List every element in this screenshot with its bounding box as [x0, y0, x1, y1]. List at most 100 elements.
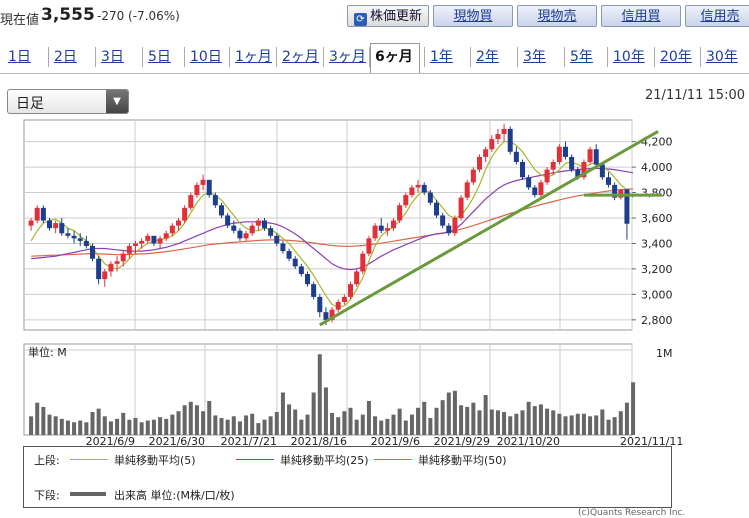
refresh-price-button[interactable]: ⟳ 株価更新 [347, 5, 429, 27]
volume-bar [78, 420, 83, 435]
candle-interval-select[interactable]: 日足 ▼ [7, 89, 129, 114]
volume-bar [53, 416, 58, 435]
tab-1[interactable]: 2日 [54, 49, 77, 65]
candle-body [532, 187, 538, 196]
volume-bar [440, 400, 445, 435]
volume-bar [250, 413, 255, 435]
volume-bar [237, 421, 242, 435]
candle-body [163, 233, 169, 239]
candle-body [452, 218, 458, 234]
tab-12[interactable]: 5年 [570, 49, 593, 65]
tab-8[interactable]: 6ヶ月 [375, 49, 413, 65]
tab-9[interactable]: 1年 [430, 49, 453, 65]
y-tick-label: 2,800 [641, 314, 673, 327]
volume-bar [391, 414, 396, 435]
tab-3[interactable]: 5日 [148, 49, 171, 65]
candle-body [83, 240, 89, 246]
tab-14[interactable]: 20年 [660, 49, 692, 65]
candle-body [348, 284, 353, 297]
candle-body [575, 169, 581, 178]
volume-bar [182, 405, 187, 435]
y-tick-label: 4,200 [641, 136, 673, 149]
volume-panel: 単位: M 1M [23, 343, 673, 436]
candle-body [544, 169, 550, 183]
tab-13[interactable]: 10年 [613, 49, 645, 65]
margin-buy-button[interactable]: 信用買 [601, 5, 681, 27]
tab-2[interactable]: 3日 [101, 49, 124, 65]
tab-10[interactable]: 2年 [476, 49, 499, 65]
volume-bar [59, 418, 64, 435]
volume-bar [631, 382, 636, 435]
candle-body [329, 309, 335, 320]
volume-tick-label: 1M [656, 347, 673, 360]
candle-body [225, 215, 231, 226]
volume-bar [201, 411, 206, 435]
y-tick-label: 3,400 [641, 237, 673, 250]
tab-15[interactable]: 30年 [706, 49, 738, 65]
candlesticks [28, 123, 630, 325]
volume-bar [194, 405, 199, 435]
legend-ma5: 単純移動平均(5) [114, 454, 196, 467]
tab-0[interactable]: 1日 [8, 49, 31, 65]
candle-body [366, 238, 372, 254]
volume-bar [305, 414, 310, 435]
candle-body [255, 220, 261, 226]
chevron-down-icon: ▼ [106, 90, 128, 113]
x-tick-label: 2021/9/29 [434, 435, 490, 446]
tab-6[interactable]: 2ヶ月 [282, 49, 319, 65]
candle-body [102, 271, 108, 280]
volume-bar [373, 416, 378, 435]
volume-bar [121, 412, 126, 435]
volume-bar [594, 415, 599, 435]
volume-bar [379, 420, 384, 435]
volume-bar [624, 402, 629, 435]
candle-body [47, 220, 52, 229]
candle-body [151, 235, 157, 244]
margin-sell-button[interactable]: 信用売 [685, 5, 749, 27]
volume-bar [280, 392, 285, 435]
x-ticks: 2021/6/9 2021/6/30 2021/7/21 2021/8/16 2021/… [86, 435, 684, 446]
support-trendline [319, 130, 659, 327]
candle-body [587, 149, 593, 162]
volume-bar [170, 414, 175, 435]
candle-body [292, 258, 298, 267]
candle-body [409, 187, 415, 196]
legend-lower-label: 下段: [34, 489, 60, 502]
volume-bar [569, 415, 574, 435]
cash-buy-button[interactable]: 現物買 [433, 5, 513, 27]
candle-body [513, 151, 519, 162]
candle-body [618, 189, 624, 198]
candle-body [262, 220, 267, 229]
candle-body [563, 146, 568, 157]
candle-body [231, 225, 237, 231]
tab-11[interactable]: 3年 [523, 49, 546, 65]
tab-5[interactable]: 1ヶ月 [235, 49, 272, 65]
candle-body [169, 225, 175, 234]
volume-bar [274, 412, 279, 435]
candle-body [477, 156, 482, 170]
volume-bar [581, 413, 586, 435]
candle-body [501, 128, 507, 134]
volume-bar [188, 401, 193, 435]
volume-bar [151, 419, 156, 435]
candle-body [133, 243, 138, 246]
price-grid [23, 119, 633, 331]
candle-body [360, 253, 366, 272]
volume-bar [459, 405, 464, 435]
volume-bar [575, 413, 580, 435]
tab-4[interactable]: 10日 [190, 49, 222, 65]
volume-bar [526, 401, 531, 435]
volume-bar [96, 408, 101, 435]
candle-body [317, 296, 323, 313]
volume-bar [84, 422, 89, 435]
price-label: 現在値 [0, 13, 40, 28]
tab-separator [470, 47, 471, 67]
tab-7[interactable]: 3ヶ月 [329, 49, 366, 65]
candle-body [182, 207, 188, 221]
volume-bar [471, 402, 476, 435]
cash-sell-button[interactable]: 現物売 [517, 5, 597, 27]
volume-bar [287, 404, 292, 435]
tab-separator [700, 47, 701, 67]
volume-bar [508, 416, 513, 435]
candle-body [397, 205, 403, 221]
